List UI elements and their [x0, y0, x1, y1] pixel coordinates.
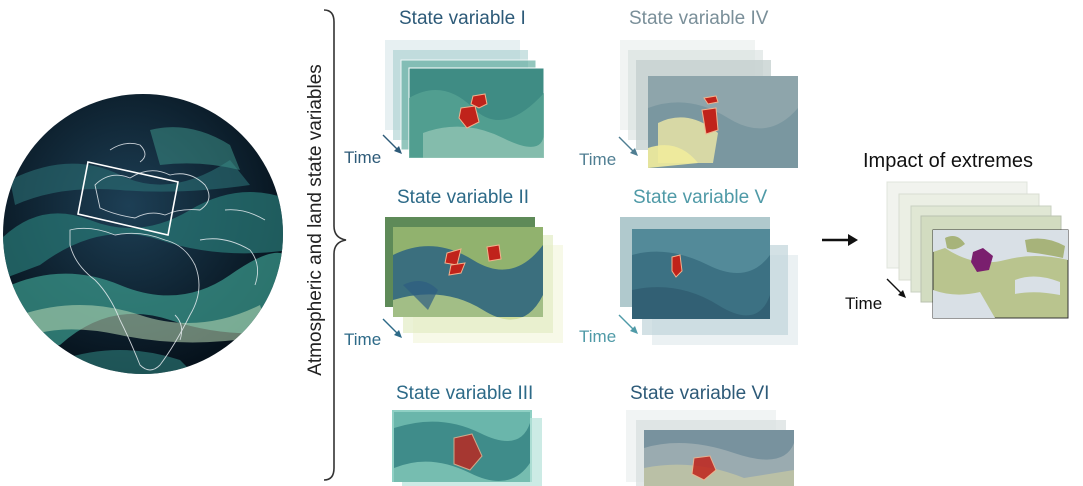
title-state-variable-1: State variable I [399, 8, 526, 29]
stack-state-variable-6 [626, 410, 794, 486]
stack-state-variable-5 [620, 217, 798, 345]
stack-state-variable-3 [392, 410, 542, 486]
time-label-4: Time [579, 150, 617, 169]
globe-moisture-field [3, 127, 283, 374]
title-state-variable-3: State variable III [396, 383, 534, 404]
impact-stack [886, 181, 1069, 319]
stack-state-variable-1 [385, 40, 545, 159]
time-label-2: Time [344, 330, 382, 349]
time-arrow-5 [618, 314, 638, 334]
title-state-variable-6: State variable VI [630, 383, 770, 404]
time-label-1: Time [344, 148, 382, 167]
globe-coastlines [69, 142, 266, 371]
title-state-variable-4: State variable IV [629, 8, 769, 29]
time-arrow-1 [382, 134, 402, 154]
arrow-to-impact [822, 234, 858, 246]
title-state-variable-5: State variable V [633, 187, 768, 208]
impact-time-arrow [886, 278, 906, 298]
time-label-5: Time [579, 327, 617, 346]
title-state-variable-2: State variable II [397, 187, 530, 208]
stack-state-variable-4 [620, 40, 798, 168]
europe-selection-box [77, 161, 179, 236]
time-arrow-4 [618, 136, 638, 156]
curly-brace [323, 9, 347, 481]
time-arrow-2 [382, 318, 402, 338]
impact-time-label: Time [845, 294, 883, 313]
state-variables-label: Atmospheric and land state variables [305, 64, 326, 376]
stack-state-variable-2 [385, 217, 563, 343]
globe [3, 94, 283, 374]
impact-title: Impact of extremes [863, 150, 1034, 172]
